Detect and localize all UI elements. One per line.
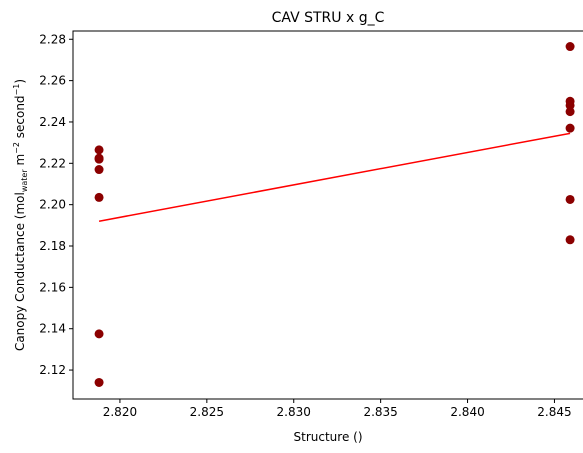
y-axis-label-sup2: −1	[12, 84, 21, 96]
y-axis-label-mid2: second	[13, 95, 27, 142]
scatter-point	[565, 123, 575, 133]
y-axis-label-main: Canopy Conductance (mol	[13, 192, 27, 351]
y-axis-label-end: )	[13, 79, 27, 84]
regression-line	[98, 132, 571, 222]
scatter-point	[94, 165, 104, 175]
x-tick-label: 2.840	[450, 405, 484, 419]
scatter-point	[94, 192, 104, 202]
scatter-point	[565, 42, 575, 52]
x-tick-label: 2.830	[277, 405, 311, 419]
chart-title: CAV STRU x g_C	[272, 10, 385, 26]
y-tick-label: 2.28	[39, 32, 66, 46]
y-axis-ticks: 2.12 2.14 2.16 2.18 2.20 2.22 2.24 2.26 2.28	[39, 32, 73, 377]
scatter-point	[94, 329, 104, 339]
y-tick-label: 2.16	[39, 280, 66, 294]
x-tick-label: 2.845	[537, 405, 571, 419]
scatter-point	[565, 194, 575, 204]
y-tick-label: 2.20	[39, 198, 66, 212]
y-tick-label: 2.14	[39, 322, 66, 336]
y-axis-label-mid: m	[13, 154, 27, 170]
y-tick-label: 2.18	[39, 239, 66, 253]
x-tick-label: 2.820	[103, 405, 137, 419]
y-axis-label-sub: water	[20, 169, 29, 193]
y-tick-label: 2.24	[39, 115, 66, 129]
y-axis-label: Canopy Conductance (molwater m−2 second−…	[12, 79, 29, 351]
plot-frame	[72, 30, 583, 400]
scatter-point	[94, 154, 104, 164]
x-axis-ticks: 2.820 2.825 2.830 2.835 2.840 2.845	[103, 399, 572, 419]
plot-area	[94, 42, 575, 387]
x-tick-label: 2.835	[363, 405, 397, 419]
scatter-point	[94, 145, 104, 155]
scatter-point	[565, 235, 575, 245]
y-tick-label: 2.26	[39, 74, 66, 88]
y-axis-label-sup1: −2	[12, 142, 21, 154]
scatter-point	[94, 377, 104, 387]
scatter-point	[565, 107, 575, 117]
y-tick-label: 2.22	[39, 156, 66, 170]
scatter-point	[565, 100, 575, 110]
x-axis-label: Structure ()	[294, 430, 363, 444]
x-tick-label: 2.825	[190, 405, 224, 419]
y-tick-label: 2.12	[39, 363, 66, 377]
